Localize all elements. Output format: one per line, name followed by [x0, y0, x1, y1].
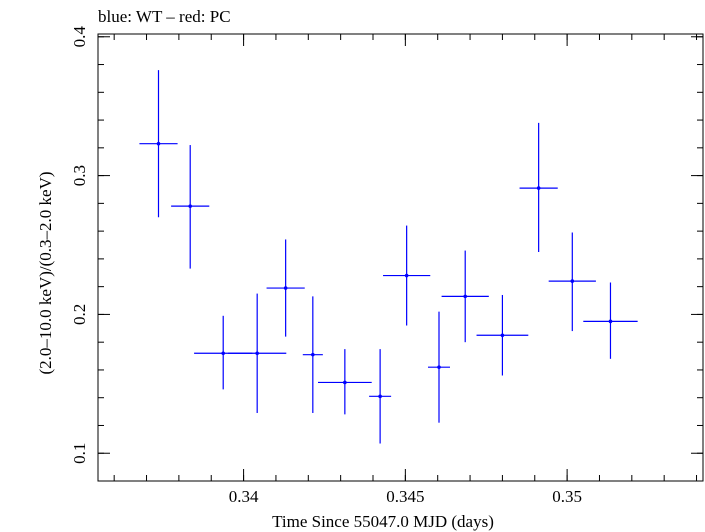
x-tick-label: 0.35: [552, 487, 582, 506]
data-point: [266, 239, 305, 337]
data-marker: [156, 141, 161, 146]
data-points: [139, 70, 638, 444]
x-tick-label: 0.34: [229, 487, 259, 506]
data-point: [548, 232, 596, 332]
data-marker: [404, 273, 409, 278]
data-point: [428, 311, 450, 423]
data-point: [318, 349, 372, 415]
data-point: [383, 225, 431, 326]
x-tick-labels: 0.34 0.345 0.35: [229, 487, 582, 506]
plot-frame: [97, 33, 704, 482]
data-point: [302, 296, 323, 413]
data-marker: [255, 351, 259, 356]
x-axis-label: Time Since 55047.0 MJD (days): [272, 512, 494, 531]
data-marker: [283, 286, 288, 290]
y-tick-label: 0.2: [70, 304, 89, 325]
data-point: [228, 293, 287, 413]
data-marker: [437, 365, 441, 369]
chart-title: blue: WT – red: PC: [98, 7, 231, 26]
y-tick-label: 0.3: [70, 165, 89, 186]
data-marker: [188, 204, 193, 208]
data-point: [369, 349, 392, 444]
axis-ticks: [98, 34, 703, 482]
data-point: [139, 70, 178, 218]
y-axis-label: (2.0–10.0 keV)/(0.3–2.0 keV): [36, 171, 55, 374]
x-tick-label: 0.345: [386, 487, 424, 506]
data-marker: [221, 351, 226, 356]
data-point: [171, 145, 210, 269]
data-marker: [536, 186, 541, 190]
data-marker: [500, 333, 505, 338]
data-marker: [311, 352, 315, 357]
data-point: [476, 294, 529, 376]
y-tick-labels: 0.1 0.2 0.3 0.4: [70, 26, 89, 464]
data-marker: [378, 394, 382, 399]
y-tick-label: 0.4: [70, 26, 89, 48]
data-point: [194, 315, 253, 390]
data-marker: [608, 319, 613, 324]
y-tick-label: 0.1: [70, 443, 89, 464]
data-marker: [463, 294, 468, 299]
data-marker: [343, 380, 347, 385]
data-point: [441, 250, 489, 343]
data-point: [519, 122, 558, 252]
data-marker: [570, 279, 575, 283]
data-point: [583, 282, 638, 359]
